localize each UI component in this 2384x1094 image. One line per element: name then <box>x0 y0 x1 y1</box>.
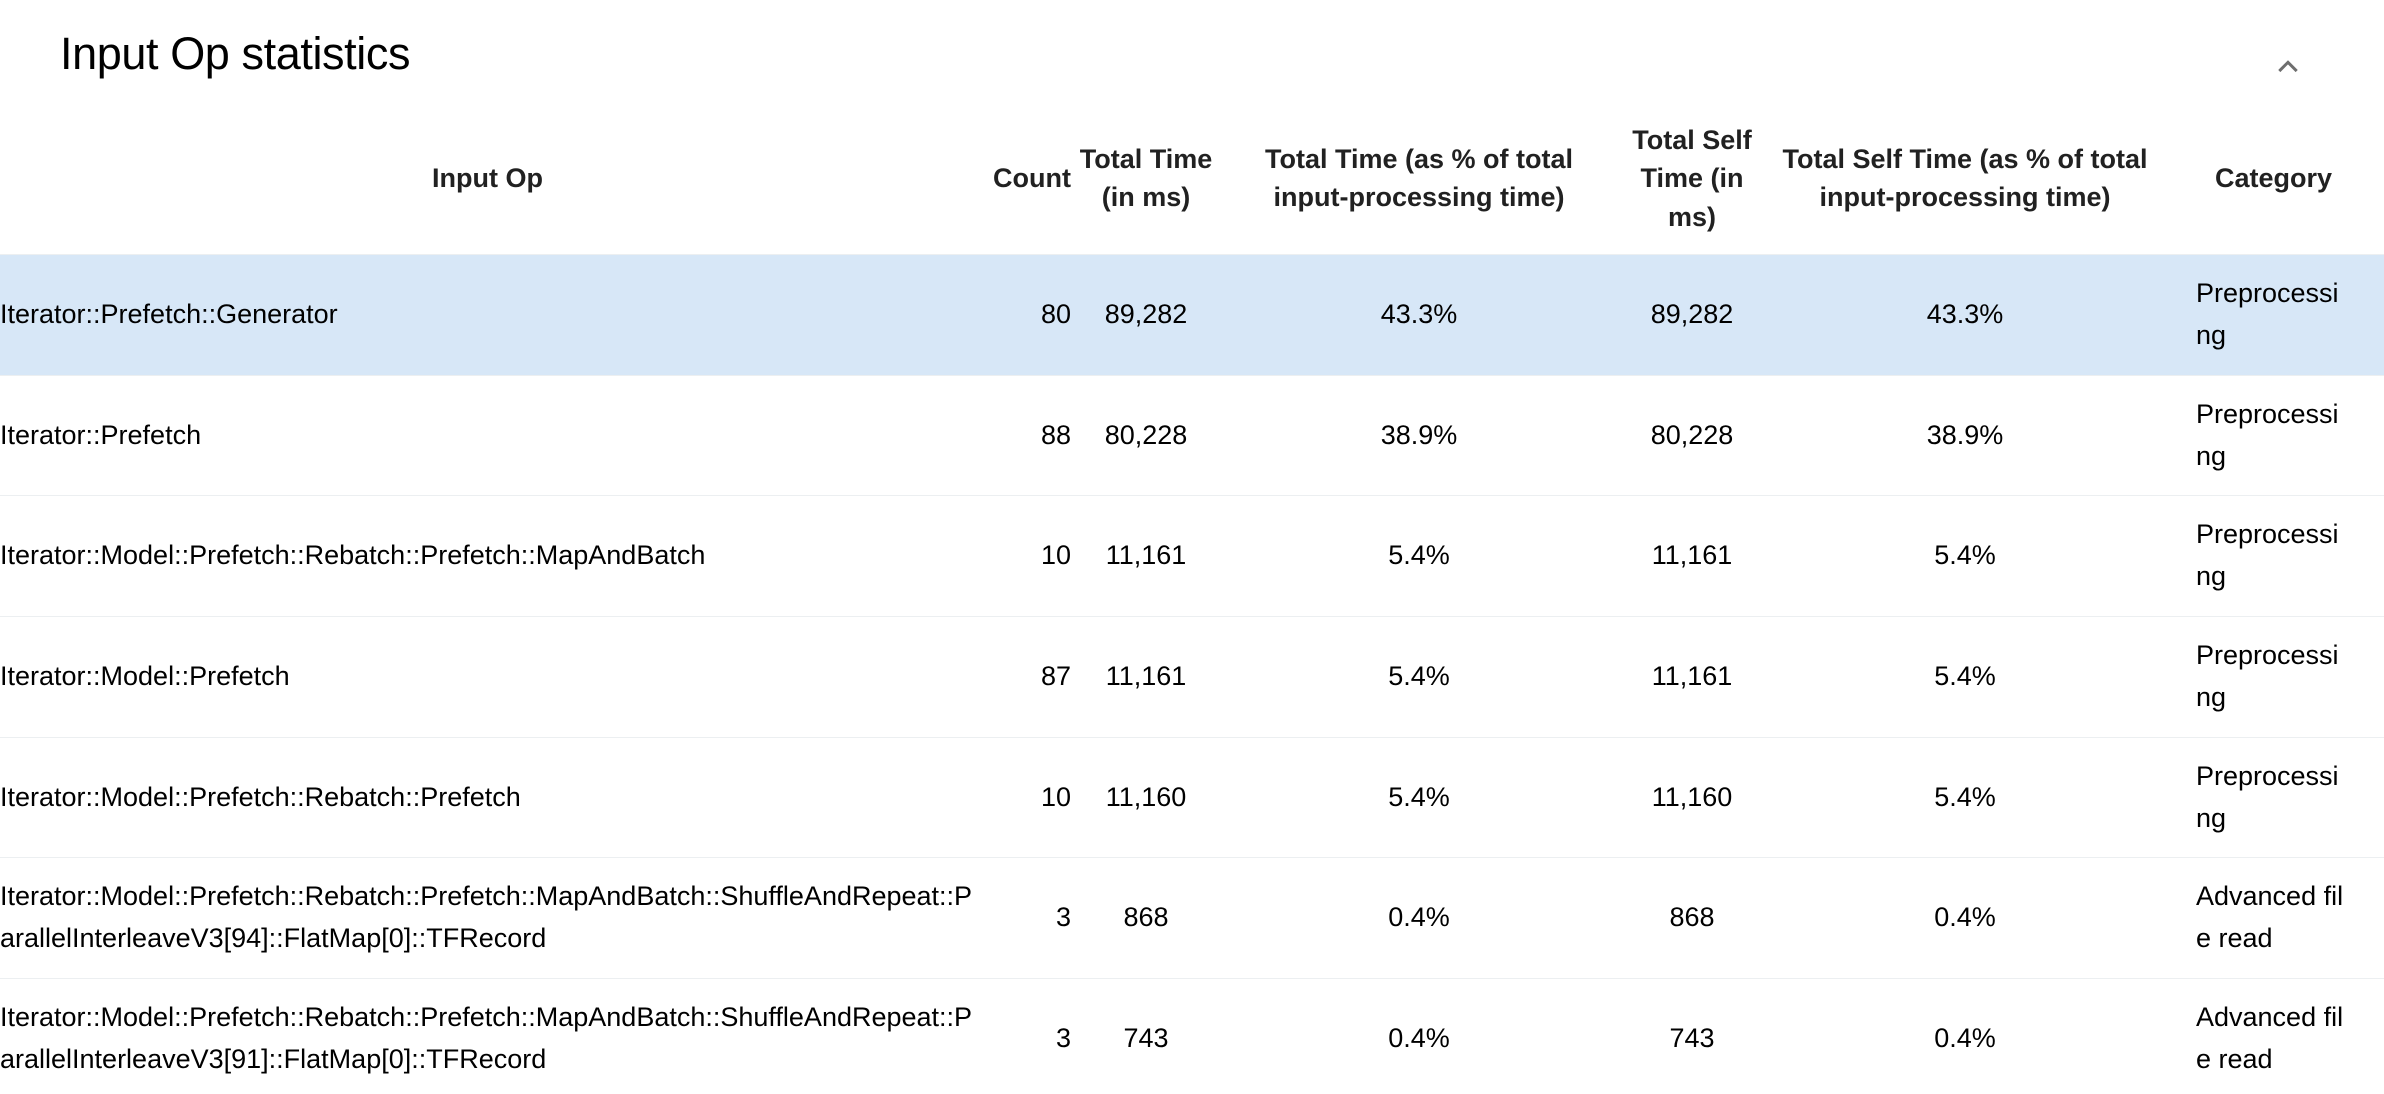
cell-total-time-ms: 11,160 <box>1071 737 1221 859</box>
cell-total-self-time-ms: 89,282 <box>1617 254 1767 376</box>
cell-category-text: Preprocessing <box>2196 398 2339 471</box>
cell-total-time-pct: 0.4% <box>1221 978 1617 1094</box>
column-header-total-time-pct-line1: Total Time (as % of total <box>1264 144 1574 175</box>
cell-category: Preprocessing <box>2163 737 2384 859</box>
cell-count: 80 <box>975 254 1071 376</box>
cell-total-time-pct: 38.9% <box>1221 375 1617 497</box>
cell-total-self-time-pct: 0.4% <box>1767 857 2163 980</box>
cell-total-time-pct: 0.4% <box>1221 857 1617 980</box>
cell-total-time-ms: 743 <box>1071 978 1221 1094</box>
cell-input-op: Iterator::Model::Prefetch::Rebatch::Pref… <box>0 978 975 1094</box>
cell-category: Preprocessing <box>2163 495 2384 618</box>
table-row[interactable]: Iterator::Model::Prefetch 87 11,161 5.4% 11,… <box>0 616 2384 738</box>
cell-total-self-time-pct: 5.4% <box>1767 495 2163 618</box>
cell-total-time-pct: 5.4% <box>1221 616 1617 738</box>
cell-category-text: Advanced file read <box>2196 1002 2344 1074</box>
cell-total-time-pct: 5.4% <box>1221 737 1617 859</box>
cell-input-op: Iterator::Model::Prefetch <box>0 616 975 738</box>
cell-category: Preprocessing <box>2163 616 2384 738</box>
card-header: Input Op statistics <box>0 0 2384 103</box>
cell-total-self-time-ms: 11,161 <box>1617 616 1767 738</box>
cell-count: 87 <box>975 616 1071 738</box>
column-header-total-self-time[interactable]: Total Self Time (in ms) <box>1617 103 1767 255</box>
cell-total-self-time-pct: 0.4% <box>1767 978 2163 1094</box>
column-header-count-line1: Count <box>993 163 1071 194</box>
cell-category: Preprocessing <box>2163 254 2384 376</box>
column-header-total-self-time-pct-line2: input-processing time) <box>1819 182 2111 213</box>
table-row[interactable]: Iterator::Model::Prefetch::Rebatch::Pref… <box>0 495 2384 618</box>
cell-total-self-time-pct: 38.9% <box>1767 375 2163 497</box>
cell-total-self-time-ms: 11,161 <box>1617 495 1767 618</box>
column-header-total-time[interactable]: Total Time (in ms) <box>1071 103 1221 255</box>
cell-total-time-ms: 80,228 <box>1071 375 1221 497</box>
column-header-input-op[interactable]: Input Op <box>0 103 975 255</box>
cell-category: Advanced file read <box>2163 857 2384 980</box>
cell-count: 10 <box>975 495 1071 618</box>
cell-total-self-time-pct: 43.3% <box>1767 254 2163 376</box>
cell-category-text: Advanced file read <box>2196 881 2344 954</box>
input-op-statistics-table: Input Op Count Total Time (in ms) Total … <box>0 103 2384 1094</box>
cell-total-time-pct: 43.3% <box>1221 254 1617 376</box>
cell-input-op: Iterator::Model::Prefetch::Rebatch::Pref… <box>0 737 975 859</box>
column-header-category-line1: Category <box>2214 163 2333 194</box>
collapse-section-button[interactable] <box>2264 42 2312 90</box>
cell-count: 10 <box>975 737 1071 859</box>
column-header-input-op-line1: Input Op <box>432 163 543 194</box>
column-header-category[interactable]: Category <box>2163 103 2384 255</box>
cell-total-self-time-ms: 868 <box>1617 857 1767 980</box>
cell-total-self-time-ms: 743 <box>1617 978 1767 1094</box>
column-header-total-self-time-pct[interactable]: Total Self Time (as % of total input-pro… <box>1767 103 2163 255</box>
cell-total-self-time-pct: 5.4% <box>1767 737 2163 859</box>
table-header: Input Op Count Total Time (in ms) Total … <box>0 103 2384 255</box>
column-header-total-self-time-pct-line1: Total Self Time (as % of total <box>1782 144 2148 175</box>
table-row[interactable]: Iterator::Model::Prefetch::Rebatch::Pref… <box>0 737 2384 859</box>
cell-input-op: Iterator::Prefetch <box>0 375 975 497</box>
table-row[interactable]: Iterator::Prefetch::Generator 80 89,282 43.… <box>0 254 2384 376</box>
cell-category-text: Preprocessing <box>2196 519 2339 592</box>
chevron-up-icon <box>2271 49 2305 83</box>
cell-total-self-time-ms: 80,228 <box>1617 375 1767 497</box>
column-header-total-self-time-line2: Time (in ms) <box>1640 163 1744 232</box>
column-header-total-time-pct[interactable]: Total Time (as % of total input-processi… <box>1221 103 1617 255</box>
cell-total-self-time-ms: 11,160 <box>1617 737 1767 859</box>
input-op-table-scroll[interactable]: Input Op Count Total Time (in ms) Total … <box>0 103 2384 1094</box>
cell-category-text: Preprocessing <box>2196 277 2339 350</box>
cell-category-text: Preprocessing <box>2196 760 2339 833</box>
cell-count: 3 <box>975 978 1071 1094</box>
cell-count: 3 <box>975 857 1071 980</box>
cell-input-op: Iterator::Model::Prefetch::Rebatch::Pref… <box>0 495 975 618</box>
cell-input-op: Iterator::Prefetch::Generator <box>0 254 975 376</box>
table-row[interactable]: Iterator::Prefetch 88 80,228 38.9% 80,228 38.… <box>0 375 2384 497</box>
cell-category: Advanced file read <box>2163 978 2384 1094</box>
cell-category-text: Preprocessing <box>2196 640 2339 712</box>
table-row[interactable]: Iterator::Model::Prefetch::Rebatch::Pref… <box>0 978 2384 1094</box>
cell-count: 88 <box>975 375 1071 497</box>
cell-total-time-ms: 11,161 <box>1071 616 1221 738</box>
table-row[interactable]: Iterator::Model::Prefetch::Rebatch::Pref… <box>0 857 2384 980</box>
column-header-count[interactable]: Count <box>975 103 1071 255</box>
cell-total-time-ms: 89,282 <box>1071 254 1221 376</box>
cell-total-time-ms: 11,161 <box>1071 495 1221 618</box>
cell-input-op: Iterator::Model::Prefetch::Rebatch::Pref… <box>0 857 975 980</box>
column-header-total-time-line2: (in ms) <box>1101 182 1191 213</box>
page-title: Input Op statistics <box>60 28 411 79</box>
table-body: Iterator::Prefetch::Generator 80 89,282 43.… <box>0 254 2384 1094</box>
column-header-total-self-time-line1: Total Self <box>1632 125 1752 155</box>
cell-category: Preprocessing <box>2163 375 2384 497</box>
column-header-total-time-line1: Total Time <box>1079 144 1213 175</box>
cell-total-time-pct: 5.4% <box>1221 495 1617 618</box>
column-header-total-time-pct-line2: input-processing time) <box>1273 182 1565 213</box>
cell-total-time-ms: 868 <box>1071 857 1221 980</box>
cell-total-self-time-pct: 5.4% <box>1767 616 2163 738</box>
table-header-row: Input Op Count Total Time (in ms) Total … <box>0 103 2384 255</box>
